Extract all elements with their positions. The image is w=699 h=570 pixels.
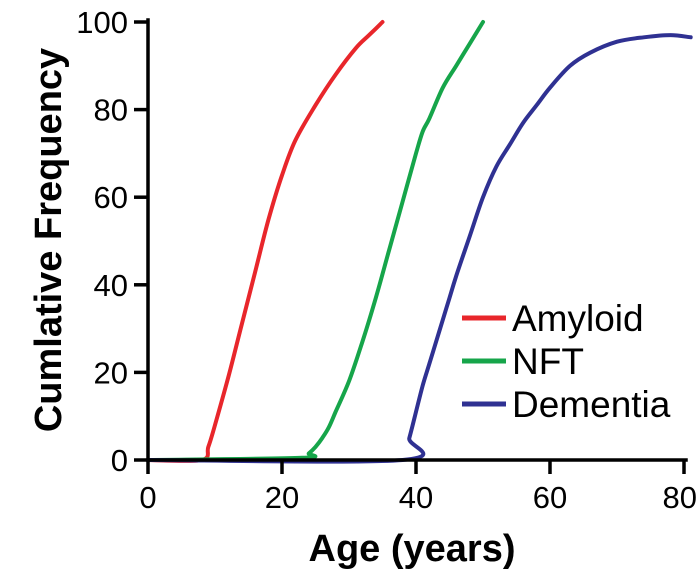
series-line-amyloid — [146, 20, 385, 463]
y-tick-label: 80 — [94, 93, 128, 128]
y-tick-label: 20 — [94, 355, 128, 390]
legend-item-nft: NFT — [462, 341, 584, 382]
x-tick-label: 60 — [533, 480, 567, 515]
y-tick-label: 0 — [111, 443, 128, 478]
series-line-nft — [146, 20, 485, 462]
x-tick-label: 0 — [139, 480, 156, 515]
series-layer — [146, 20, 693, 464]
x-tick-label: 20 — [265, 480, 299, 515]
legend-item-dementia: Dementia — [462, 384, 671, 425]
y-axis-ticks: 0 20 40 60 80 100 — [76, 5, 148, 478]
y-axis-title: Cumlative Frequency — [28, 48, 70, 432]
legend-label: Dementia — [512, 384, 671, 425]
series-line-dementia — [146, 33, 693, 464]
plot-area: 0 20 40 60 80 100 0 20 40 60 80 — [76, 5, 697, 515]
x-tick-label: 80 — [663, 480, 697, 515]
legend-label: Amyloid — [512, 298, 644, 339]
y-tick-label: 60 — [94, 180, 128, 215]
y-tick-label: 100 — [76, 5, 128, 40]
legend-label: NFT — [512, 341, 584, 382]
x-tick-label: 40 — [399, 480, 433, 515]
x-axis-ticks: 0 20 40 60 80 — [139, 460, 697, 515]
y-tick-label: 40 — [94, 268, 128, 303]
x-axis-title: Age (years) — [309, 528, 516, 570]
legend-item-amyloid: Amyloid — [462, 298, 644, 339]
